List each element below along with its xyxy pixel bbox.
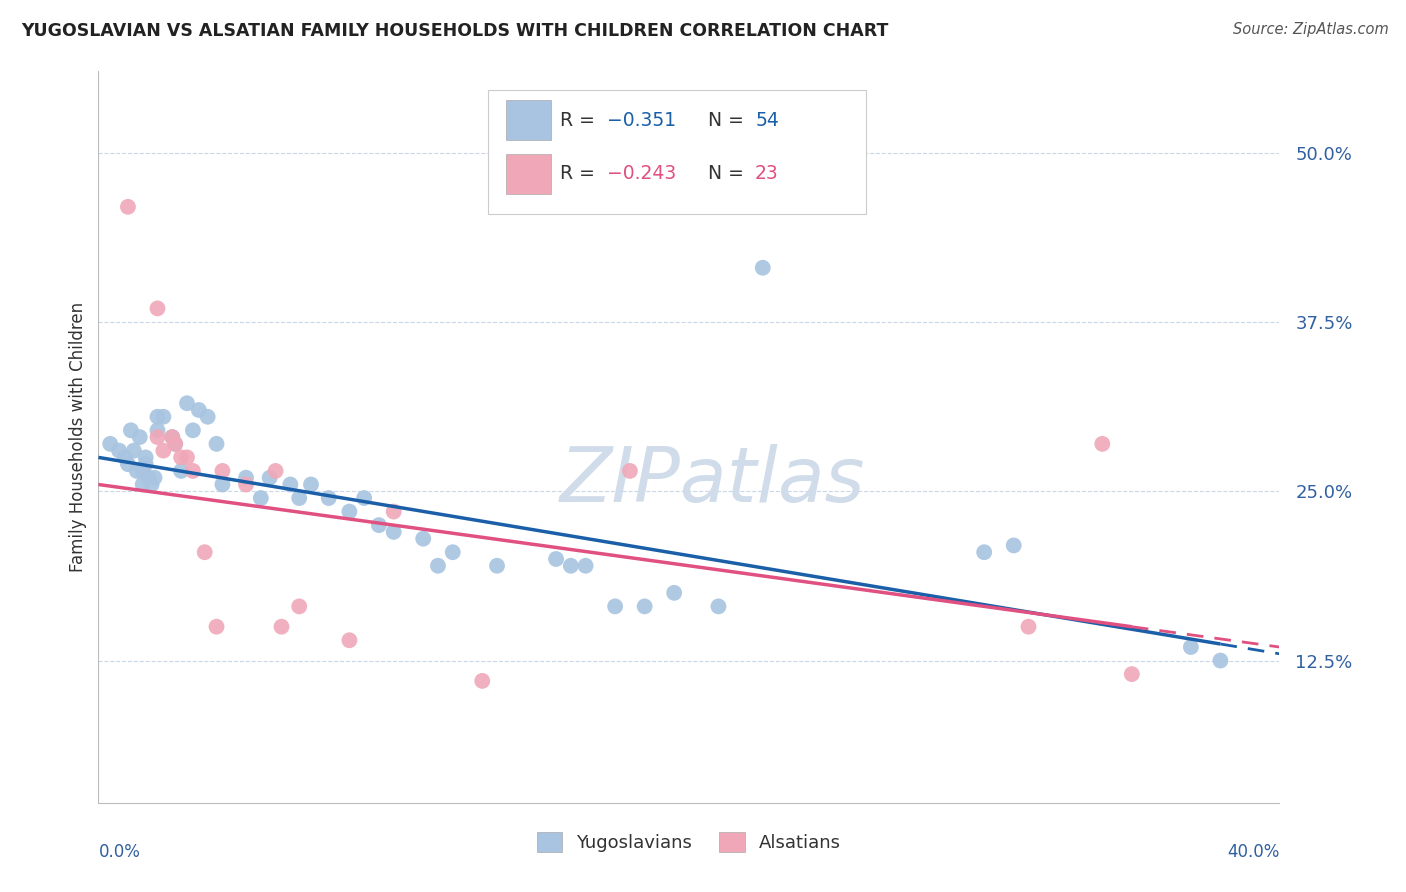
- Point: [117, 457, 139, 471]
- Point: [125, 464, 148, 478]
- Point: [108, 443, 131, 458]
- Point: [146, 423, 169, 437]
- Point: [146, 430, 169, 444]
- FancyBboxPatch shape: [506, 100, 551, 140]
- Point: [382, 524, 405, 539]
- Text: −0.351: −0.351: [607, 111, 676, 130]
- Point: [187, 403, 209, 417]
- Point: [299, 477, 322, 491]
- Point: [1180, 640, 1202, 654]
- Point: [117, 200, 139, 214]
- Point: [181, 423, 204, 437]
- Point: [575, 558, 598, 573]
- Point: [427, 558, 450, 573]
- Point: [211, 477, 233, 491]
- Point: [1002, 538, 1025, 552]
- Point: [152, 443, 174, 458]
- Point: [605, 599, 627, 614]
- Point: [152, 409, 174, 424]
- Point: [441, 545, 464, 559]
- Point: [339, 633, 361, 648]
- Point: [194, 545, 217, 559]
- Y-axis label: Family Households with Children: Family Households with Children: [69, 302, 87, 572]
- Point: [165, 437, 187, 451]
- Point: [752, 260, 775, 275]
- Point: [235, 477, 257, 491]
- Text: N =: N =: [707, 111, 749, 130]
- Point: [141, 477, 163, 491]
- Point: [165, 437, 187, 451]
- Point: [205, 437, 228, 451]
- Point: [170, 450, 193, 465]
- Point: [318, 491, 340, 505]
- Point: [1018, 620, 1040, 634]
- Point: [98, 437, 121, 451]
- Point: [143, 471, 166, 485]
- Point: [664, 586, 686, 600]
- Point: [114, 450, 136, 465]
- Text: 0.0%: 0.0%: [98, 843, 141, 861]
- Point: [162, 430, 183, 444]
- Point: [122, 443, 145, 458]
- Text: −0.243: −0.243: [607, 164, 676, 183]
- Point: [288, 599, 311, 614]
- Point: [138, 471, 160, 485]
- Point: [132, 464, 155, 478]
- Point: [1091, 437, 1114, 451]
- Point: [353, 491, 375, 505]
- Point: [270, 620, 292, 634]
- Point: [135, 450, 157, 465]
- FancyBboxPatch shape: [506, 153, 551, 194]
- Point: [634, 599, 657, 614]
- Point: [259, 471, 281, 485]
- Point: [412, 532, 434, 546]
- Point: [146, 301, 169, 316]
- Point: [128, 430, 150, 444]
- Point: [339, 505, 361, 519]
- Text: ZIPatlas: ZIPatlas: [560, 444, 865, 518]
- Point: [181, 464, 204, 478]
- Text: YUGOSLAVIAN VS ALSATIAN FAMILY HOUSEHOLDS WITH CHILDREN CORRELATION CHART: YUGOSLAVIAN VS ALSATIAN FAMILY HOUSEHOLD…: [21, 22, 889, 40]
- Point: [205, 620, 228, 634]
- Text: R =: R =: [560, 111, 602, 130]
- Text: Source: ZipAtlas.com: Source: ZipAtlas.com: [1233, 22, 1389, 37]
- Text: 23: 23: [755, 164, 779, 183]
- Text: 40.0%: 40.0%: [1227, 843, 1279, 861]
- Point: [288, 491, 311, 505]
- Point: [619, 464, 641, 478]
- Text: R =: R =: [560, 164, 602, 183]
- Point: [368, 518, 391, 533]
- Point: [170, 464, 193, 478]
- Point: [707, 599, 730, 614]
- Point: [176, 450, 198, 465]
- Point: [382, 505, 405, 519]
- Point: [132, 477, 155, 491]
- Point: [1121, 667, 1143, 681]
- Point: [120, 423, 142, 437]
- Point: [197, 409, 219, 424]
- Point: [250, 491, 273, 505]
- Point: [135, 457, 157, 471]
- Point: [973, 545, 995, 559]
- Point: [146, 409, 169, 424]
- Point: [162, 430, 183, 444]
- Point: [264, 464, 287, 478]
- Point: [1209, 654, 1232, 668]
- Text: 54: 54: [755, 111, 779, 130]
- Point: [471, 673, 494, 688]
- Point: [235, 471, 257, 485]
- Text: N =: N =: [707, 164, 749, 183]
- Point: [176, 396, 198, 410]
- Point: [560, 558, 582, 573]
- Point: [486, 558, 509, 573]
- Point: [211, 464, 233, 478]
- Point: [546, 552, 568, 566]
- Legend: Yugoslavians, Alsatians: Yugoslavians, Alsatians: [530, 824, 848, 860]
- FancyBboxPatch shape: [488, 90, 866, 214]
- Point: [280, 477, 302, 491]
